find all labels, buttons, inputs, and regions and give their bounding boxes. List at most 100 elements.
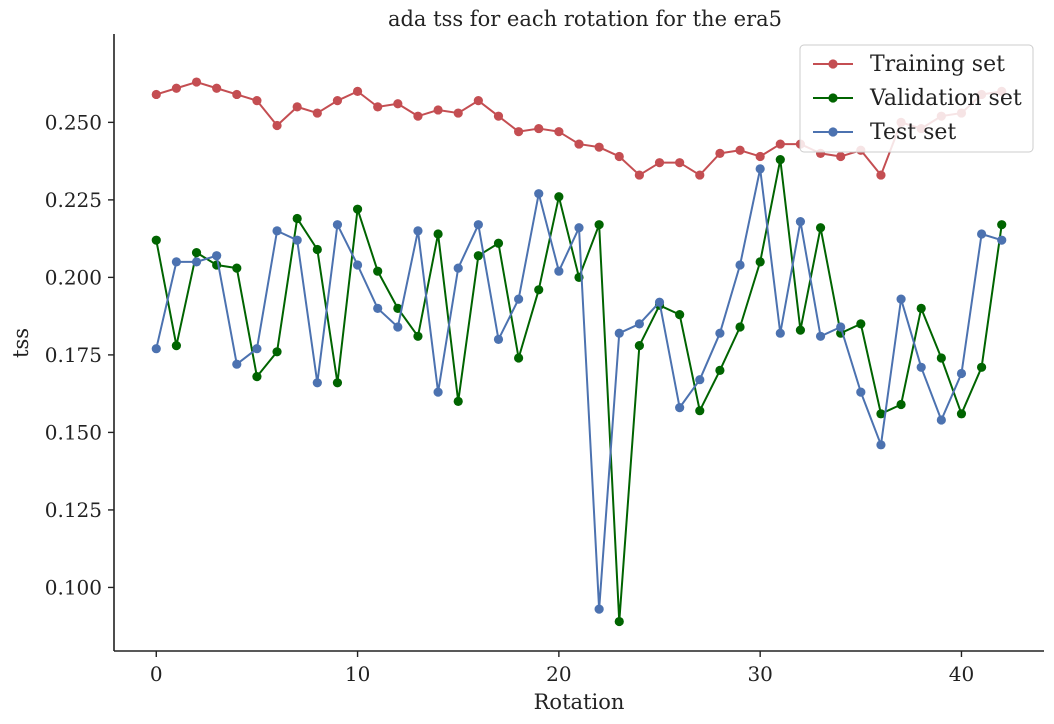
data-point-validation-set [332,378,343,388]
data-point-test-set [332,220,343,230]
data-point-test-set [433,387,443,397]
data-point-test-set [815,331,826,341]
data-point-validation-set [554,192,564,202]
data-point-training-set [212,83,222,93]
data-point-validation-set [896,399,906,410]
y-tick-label: 0.175 [45,343,102,367]
legend: Training set Validation set Test set [799,44,1034,153]
data-point-training-set [775,139,785,149]
data-point-test-set [856,387,866,397]
data-point-test-set [594,604,604,614]
data-point-training-set [393,99,403,109]
data-point-validation-set [976,362,987,372]
data-point-training-set [171,83,182,93]
data-point-training-set [352,86,363,96]
data-point-test-set [151,344,161,354]
data-point-validation-set [735,322,745,332]
data-point-test-set [715,328,725,338]
y-axis-label: tss [9,328,33,358]
y-tick-label: 0.125 [45,498,102,522]
data-point-validation-set [856,319,866,329]
data-point-test-set [574,223,584,233]
data-point-validation-set [312,244,322,255]
data-point-training-set [715,148,725,158]
data-point-test-set [836,322,846,332]
data-point-training-set [453,108,463,118]
data-point-validation-set [795,325,806,335]
data-point-training-set [292,102,302,112]
data-point-test-set [896,294,906,304]
data-point-training-set [232,89,242,100]
x-tick-label: 30 [747,662,772,686]
data-point-validation-set [413,331,423,341]
data-point-training-set [413,111,423,121]
data-point-training-set [433,105,443,115]
legend-marker [828,127,838,137]
data-point-test-set [614,328,624,338]
data-point-test-set [171,257,182,267]
data-point-training-set [332,96,343,106]
data-point-validation-set [675,309,685,320]
data-point-validation-set [433,229,443,239]
data-point-training-set [755,151,765,162]
x-axis-label: Rotation [534,690,625,714]
data-point-validation-set [614,616,624,627]
data-point-validation-set [191,247,202,258]
data-point-validation-set [534,285,544,295]
data-point-training-set [675,158,685,168]
data-point-training-set [373,102,383,112]
series-layer [151,77,1007,627]
data-point-validation-set [936,353,946,363]
data-point-training-set [594,142,604,152]
data-point-training-set [574,139,584,149]
data-point-validation-set [715,365,725,376]
data-point-validation-set [755,257,765,267]
x-tick-label: 40 [949,662,974,686]
x-tick-label: 20 [546,662,571,686]
data-point-test-set [654,297,665,307]
data-point-validation-set [252,372,262,382]
data-point-test-set [292,235,302,245]
legend-label: Test set [870,120,956,145]
data-point-test-set [695,375,705,385]
data-point-test-set [312,378,322,388]
data-point-training-set [634,170,644,180]
data-point-validation-set [695,406,705,416]
data-point-validation-set [775,154,785,165]
data-point-validation-set [876,409,886,419]
data-point-validation-set [956,409,967,419]
data-point-test-set [373,303,383,313]
data-point-validation-set [373,266,383,276]
data-point-test-set [997,235,1007,245]
y-ticks: 0.100 0.125 0.150 0.175 0.200 0.225 0.250 [45,110,114,599]
legend-item-training-set: Training set [813,52,1005,77]
data-point-test-set [272,226,282,236]
data-point-test-set [634,319,644,329]
series-validation-set [151,154,1007,627]
y-tick-label: 0.200 [45,265,102,289]
data-point-validation-set [493,238,504,248]
data-point-validation-set [815,223,826,233]
data-point-training-set [252,96,262,106]
data-point-test-set [514,294,524,304]
data-point-test-set [393,322,403,332]
data-point-training-set [735,145,745,155]
series-test-set [151,164,1007,614]
data-point-training-set [654,158,665,168]
x-ticks: 0 10 20 30 40 [150,651,974,686]
data-point-test-set [554,266,564,276]
data-point-test-set [675,403,685,413]
data-point-test-set [956,368,967,379]
x-tick-label: 10 [345,662,370,686]
data-point-validation-set [292,213,302,224]
data-point-test-set [493,334,504,344]
legend-box [799,44,1034,153]
data-point-validation-set [514,353,524,363]
data-point-test-set [252,344,262,354]
data-point-validation-set [453,396,463,407]
data-point-training-set [312,108,322,118]
data-point-training-set [272,120,282,131]
data-point-validation-set [171,341,182,351]
data-point-validation-set [232,263,242,273]
